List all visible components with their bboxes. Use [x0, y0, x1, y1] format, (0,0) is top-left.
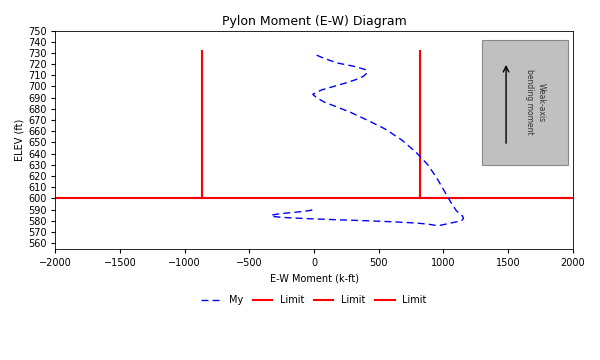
My	[332, 104, 340, 109]
Legend: My, Limit, Limit, Limit: My, Limit, Limit, Limit	[197, 292, 431, 309]
My	[313, 53, 320, 57]
My	[268, 213, 275, 217]
Limit	[416, 196, 424, 201]
My	[382, 127, 389, 131]
My	[391, 220, 398, 224]
My	[352, 78, 359, 82]
My	[437, 223, 445, 228]
My	[362, 68, 370, 72]
My	[458, 219, 465, 223]
My	[398, 138, 406, 142]
My	[296, 210, 304, 214]
My	[442, 222, 449, 226]
My	[278, 215, 286, 220]
My	[312, 206, 319, 211]
My	[334, 61, 341, 65]
My	[362, 219, 370, 223]
My	[359, 74, 367, 78]
My	[424, 163, 431, 167]
My	[310, 207, 317, 212]
Limit	[198, 49, 205, 53]
My	[364, 118, 371, 122]
My	[268, 214, 275, 219]
My	[431, 223, 438, 228]
My	[330, 84, 337, 89]
My	[321, 57, 328, 61]
Limit	[311, 196, 318, 201]
My	[274, 212, 281, 216]
My	[453, 208, 460, 213]
My	[284, 211, 292, 215]
Limit	[198, 196, 205, 201]
Title: Pylon Moment (E-W) Diagram: Pylon Moment (E-W) Diagram	[221, 15, 406, 28]
My	[433, 176, 440, 180]
My	[412, 221, 419, 225]
My	[424, 222, 431, 226]
My	[330, 217, 337, 222]
My	[305, 208, 313, 213]
Text: Weak-axis
bending moment: Weak-axis bending moment	[524, 69, 545, 135]
X-axis label: E-W Moment (k-ft): E-W Moment (k-ft)	[269, 273, 359, 283]
My	[347, 110, 354, 114]
My	[318, 88, 325, 92]
My	[460, 216, 467, 221]
My	[433, 223, 440, 228]
Y-axis label: ELEV (ft): ELEV (ft)	[15, 118, 25, 161]
My	[321, 100, 328, 104]
My	[448, 201, 455, 205]
My	[453, 220, 460, 224]
Line: My: My	[271, 55, 463, 225]
My	[309, 92, 316, 96]
Limit	[310, 196, 317, 201]
My	[341, 81, 349, 85]
Limit	[416, 49, 424, 53]
My	[413, 150, 420, 155]
Bar	[482, 40, 568, 165]
My	[441, 189, 448, 194]
My	[448, 221, 455, 225]
My	[364, 71, 371, 75]
My	[313, 95, 320, 100]
My	[300, 216, 307, 221]
My	[457, 212, 464, 216]
My	[350, 64, 358, 68]
My	[459, 214, 466, 219]
